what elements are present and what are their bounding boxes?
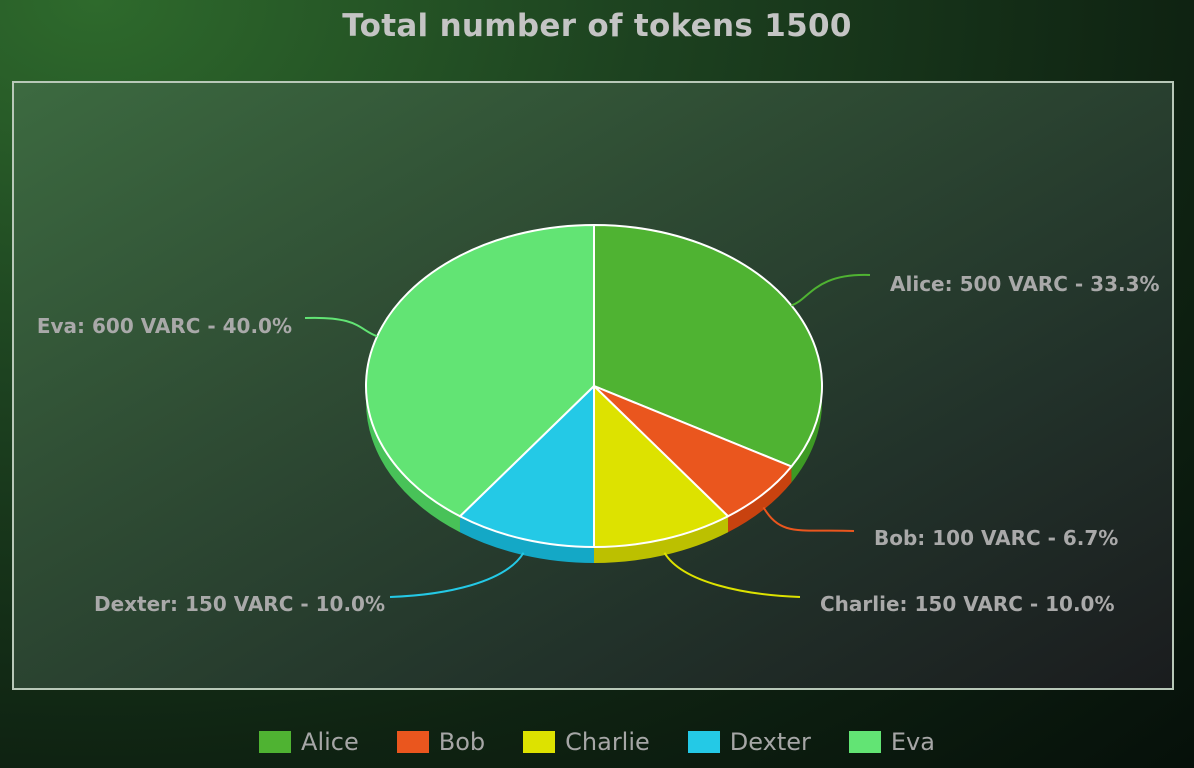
- legend-item-alice[interactable]: Alice: [259, 728, 359, 756]
- chart-title: Total number of tokens 1500: [342, 8, 852, 44]
- label-connectors: [304, 273, 871, 598]
- pie-side-eva: [366, 386, 460, 533]
- legend-item-charlie[interactable]: Charlie: [523, 728, 650, 756]
- pie-side-bob: [728, 466, 792, 533]
- pie-side-alice: [791, 386, 822, 483]
- legend-label-bob: Bob: [438, 728, 486, 756]
- legend-swatch-bob: [396, 731, 429, 753]
- pie-slices: [365, 224, 823, 548]
- legend-label-charlie: Charlie: [565, 728, 650, 756]
- slice-label-charlie: Charlie: 150 VARC - 10.0%: [820, 592, 1115, 616]
- slice-labels: Alice: 500 VARC - 33.3% Bob: 100 VARC - 6…: [37, 272, 1160, 616]
- connector-charlie: [663, 552, 801, 598]
- legend-label-alice: Alice: [301, 728, 359, 756]
- legend-swatch-charlie: [523, 731, 556, 753]
- legend-label-dexter: Dexter: [729, 728, 811, 756]
- pie-side-dexter: [459, 516, 594, 563]
- slice-label-alice: Alice: 500 VARC - 33.3%: [890, 272, 1160, 296]
- legend: Alice Bob Charlie Dexter Eva: [0, 726, 1194, 758]
- slice-label-eva: Eva: 600 VARC - 40.0%: [37, 314, 292, 338]
- connector-bob: [762, 506, 855, 532]
- connector-alice: [791, 273, 871, 307]
- legend-item-bob[interactable]: Bob: [396, 728, 486, 756]
- connector-eva: [304, 316, 378, 338]
- pie-side-charlie: [594, 516, 729, 563]
- legend-label-eva: Eva: [890, 728, 935, 756]
- connector-dexter: [389, 552, 525, 598]
- slice-label-dexter: Dexter: 150 VARC - 10.0%: [94, 592, 385, 616]
- pie-slice-dexter[interactable]: [458, 385, 595, 548]
- legend-swatch-eva: [848, 731, 881, 753]
- legend-item-eva[interactable]: Eva: [848, 728, 935, 756]
- legend-swatch-alice: [259, 731, 292, 753]
- legend-swatch-dexter: [687, 731, 720, 753]
- legend-item-dexter[interactable]: Dexter: [687, 728, 811, 756]
- slice-label-bob: Bob: 100 VARC - 6.7%: [874, 526, 1118, 550]
- pie-sides: [366, 386, 822, 563]
- pie-slice-charlie[interactable]: [593, 385, 730, 548]
